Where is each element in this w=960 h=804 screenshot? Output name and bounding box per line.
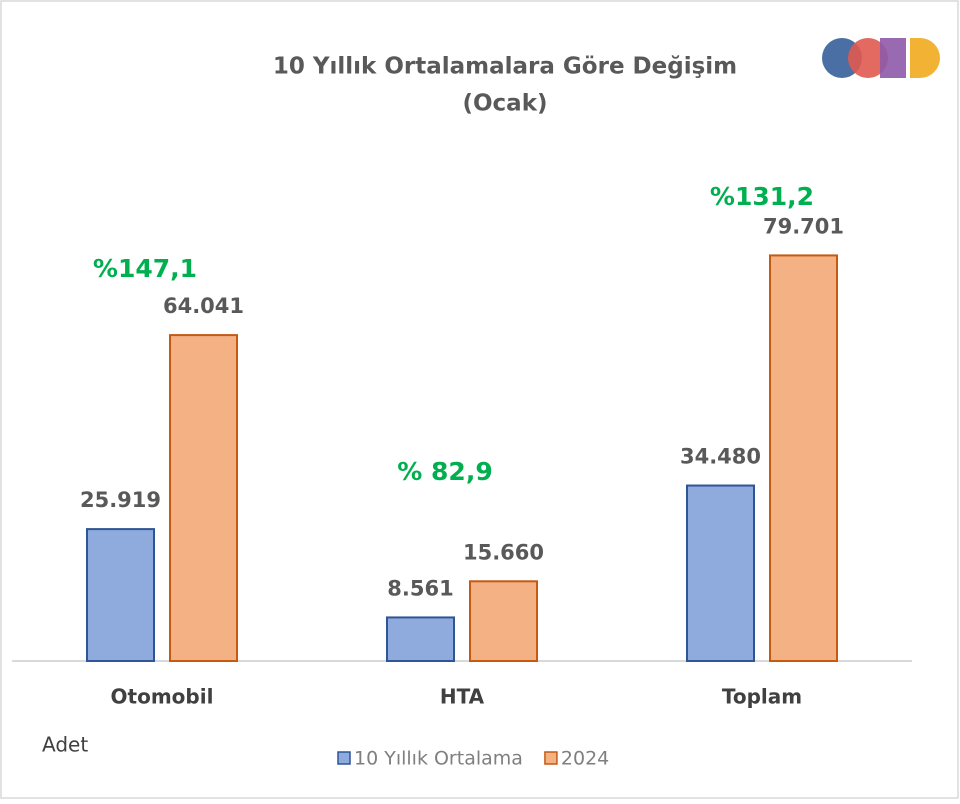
- value-label: 15.660: [463, 540, 544, 564]
- bar: [686, 484, 755, 663]
- value-label: 64.041: [163, 294, 244, 318]
- y-axis-label: Adet: [42, 733, 88, 757]
- chart-title: (Ocak): [462, 91, 547, 117]
- legend-swatch: [337, 751, 351, 765]
- value-label: 8.561: [387, 576, 453, 600]
- x-tick-label: HTA: [440, 685, 485, 709]
- value-label: 34.480: [680, 445, 761, 469]
- annotation: %147,1: [93, 254, 197, 283]
- x-tick-label: Toplam: [722, 685, 802, 709]
- legend-label: 10 Yıllık Ortalama: [354, 748, 523, 770]
- bar: [386, 616, 455, 662]
- bar: [769, 254, 838, 662]
- logo-shape: [880, 38, 906, 78]
- annotation: %131,2: [710, 182, 814, 211]
- bar: [86, 528, 155, 662]
- value-label: 25.919: [80, 488, 161, 512]
- value-label: 79.701: [763, 214, 844, 238]
- logo-shape: [848, 38, 888, 78]
- legend-label: 2024: [561, 748, 609, 770]
- logo: [822, 38, 940, 78]
- bar: [469, 580, 538, 662]
- chart-title: 10 Yıllık Ortalamalara Göre Değişim: [273, 54, 737, 80]
- legend-swatch: [544, 751, 558, 765]
- bar: [169, 334, 238, 662]
- annotation: % 82,9: [397, 457, 492, 486]
- x-tick-label: Otomobil: [111, 685, 214, 709]
- logo-shape: [910, 38, 940, 78]
